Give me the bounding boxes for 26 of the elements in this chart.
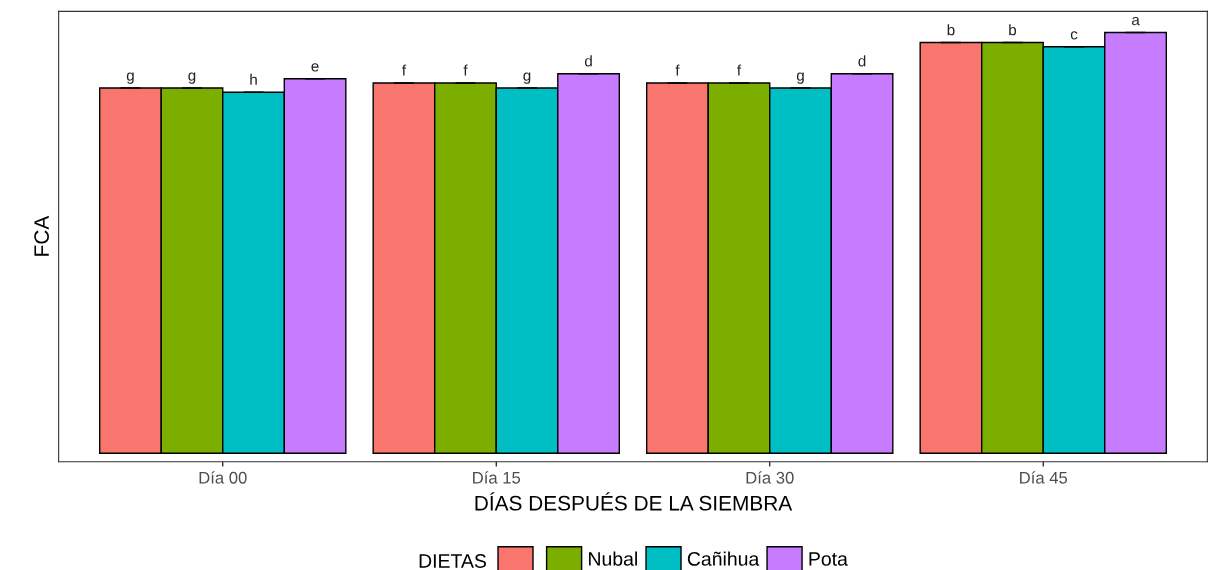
annotation: e: [311, 63, 319, 72]
annotation: c: [1070, 31, 1078, 40]
annotation: b: [1009, 24, 1017, 36]
legend-label: Pota: [809, 552, 848, 566]
annotation: h: [250, 73, 257, 85]
legend-title: DIETAS: [419, 554, 486, 568]
x-axis-title: DÍAS DESPUÉS DE LA SIEMBRA: [475, 492, 793, 511]
legend-label: Cañihua: [687, 551, 760, 566]
annotation: g: [126, 72, 134, 84]
annotation: d: [584, 55, 592, 67]
annotation: f: [675, 64, 680, 76]
text: a: [1131, 16, 1140, 26]
annotation: f: [402, 64, 407, 76]
y-axis-title: FCA: [34, 215, 49, 256]
x-tick-label: Día 15: [473, 471, 521, 484]
x-tick-label: Día 00: [199, 471, 247, 484]
annotation: g: [188, 72, 196, 84]
legend-label: Nubal: [589, 551, 637, 566]
annotation: d: [858, 55, 866, 67]
x-tick-label: Día 45: [1020, 471, 1068, 484]
annotation: g: [523, 72, 531, 84]
annotation: b: [947, 24, 955, 36]
annotation: f: [737, 64, 742, 76]
annotation: g: [796, 72, 804, 84]
annotation: f: [463, 64, 468, 76]
x-tick-label: Día 30: [746, 471, 794, 484]
